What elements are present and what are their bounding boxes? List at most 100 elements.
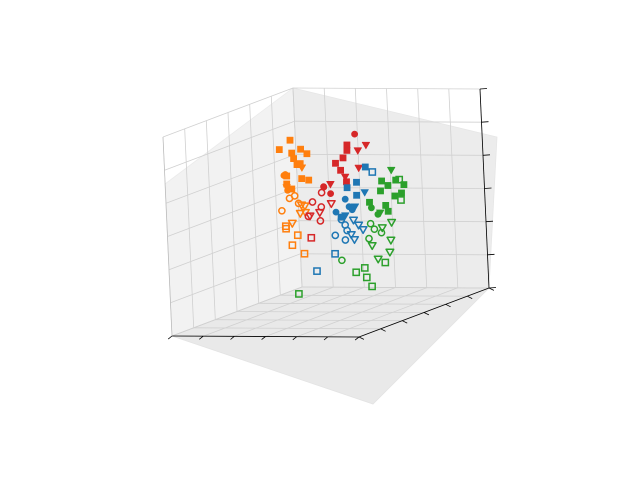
blue-point bbox=[348, 216, 359, 225]
orange-point bbox=[287, 219, 297, 228]
green-point bbox=[373, 255, 383, 264]
blue-point bbox=[349, 235, 360, 245]
blue-point bbox=[368, 168, 377, 176]
red-point bbox=[337, 166, 344, 174]
blue-point bbox=[353, 178, 360, 186]
red-point bbox=[339, 154, 347, 162]
red-point bbox=[332, 159, 339, 167]
z-tick bbox=[488, 287, 497, 289]
left-edge-line bbox=[162, 136, 173, 337]
green-point bbox=[367, 204, 375, 212]
grid-line bbox=[292, 87, 481, 90]
data-points bbox=[275, 130, 408, 298]
blue-point bbox=[360, 189, 369, 197]
green-point bbox=[387, 218, 397, 227]
red-point bbox=[361, 141, 371, 150]
green-point bbox=[360, 264, 369, 272]
orange-point bbox=[290, 155, 297, 162]
z-tick bbox=[484, 187, 492, 189]
orange-point bbox=[303, 150, 311, 158]
x-tick bbox=[230, 335, 235, 340]
red-point bbox=[341, 173, 350, 181]
grid-line bbox=[294, 120, 482, 123]
green-point bbox=[398, 189, 405, 197]
orange-point bbox=[300, 249, 309, 258]
blue-point bbox=[341, 236, 350, 244]
orange-point bbox=[297, 145, 304, 153]
green-point bbox=[338, 256, 346, 265]
blue-point bbox=[341, 212, 350, 220]
z-tick bbox=[485, 220, 494, 223]
red-point bbox=[354, 164, 363, 172]
orange-point bbox=[295, 209, 305, 218]
green-point bbox=[400, 181, 408, 188]
red-point bbox=[316, 217, 325, 225]
blue-point bbox=[332, 208, 340, 216]
orange-point bbox=[288, 241, 297, 250]
y-tick bbox=[467, 295, 473, 299]
orange-point bbox=[300, 202, 310, 211]
red-point bbox=[315, 208, 325, 218]
green-point bbox=[295, 290, 303, 298]
y-tick bbox=[445, 303, 451, 308]
blue-point bbox=[361, 163, 369, 171]
blue-point bbox=[313, 267, 321, 275]
orange-point bbox=[282, 184, 291, 192]
z-tick bbox=[487, 253, 495, 256]
x-tick bbox=[199, 335, 204, 340]
z-tick bbox=[481, 121, 489, 123]
green-point bbox=[391, 192, 399, 200]
x-tick bbox=[292, 336, 297, 341]
y-tick bbox=[402, 320, 408, 324]
blue-point bbox=[350, 203, 360, 211]
red-point bbox=[353, 147, 362, 155]
grid-line bbox=[193, 327, 381, 330]
green-point bbox=[381, 258, 390, 267]
green-point bbox=[377, 187, 384, 195]
green-point bbox=[365, 234, 373, 243]
orange-point bbox=[281, 222, 290, 231]
green-point bbox=[376, 209, 385, 217]
z-tick bbox=[482, 154, 491, 156]
x-tick bbox=[167, 335, 173, 340]
grid-lines bbox=[162, 87, 490, 338]
orange-point bbox=[290, 192, 299, 200]
green-point bbox=[366, 219, 375, 228]
blue-point bbox=[331, 249, 339, 258]
red-point bbox=[351, 130, 358, 138]
red-point bbox=[343, 147, 351, 154]
green-point bbox=[384, 182, 392, 189]
green-point bbox=[377, 224, 387, 233]
green-point bbox=[386, 236, 396, 245]
y-tick bbox=[423, 312, 430, 316]
green-point bbox=[370, 225, 379, 234]
red-point bbox=[343, 178, 350, 186]
x-tick bbox=[354, 336, 360, 341]
green-point bbox=[385, 248, 395, 257]
blue-point bbox=[343, 184, 351, 192]
orange-point bbox=[298, 175, 306, 182]
green-point bbox=[397, 196, 405, 204]
orange-point bbox=[296, 160, 304, 167]
blue-point bbox=[353, 191, 360, 199]
tick-marks bbox=[167, 88, 497, 341]
orange-point bbox=[288, 185, 296, 193]
blue-point bbox=[354, 221, 364, 230]
green-point bbox=[367, 241, 377, 251]
green-point bbox=[362, 273, 371, 282]
orange-point bbox=[305, 176, 313, 184]
grid-line bbox=[162, 87, 294, 138]
red-point bbox=[326, 199, 336, 209]
z-tick bbox=[479, 88, 488, 90]
green-point bbox=[378, 177, 385, 185]
red-point bbox=[327, 190, 334, 197]
green-point bbox=[382, 202, 390, 209]
blue-point bbox=[343, 226, 351, 235]
green-point bbox=[387, 166, 396, 175]
orange-point bbox=[286, 136, 294, 144]
green-point bbox=[384, 207, 392, 215]
y-tick bbox=[380, 328, 386, 332]
x-tick bbox=[323, 336, 329, 341]
red-point bbox=[326, 181, 335, 189]
